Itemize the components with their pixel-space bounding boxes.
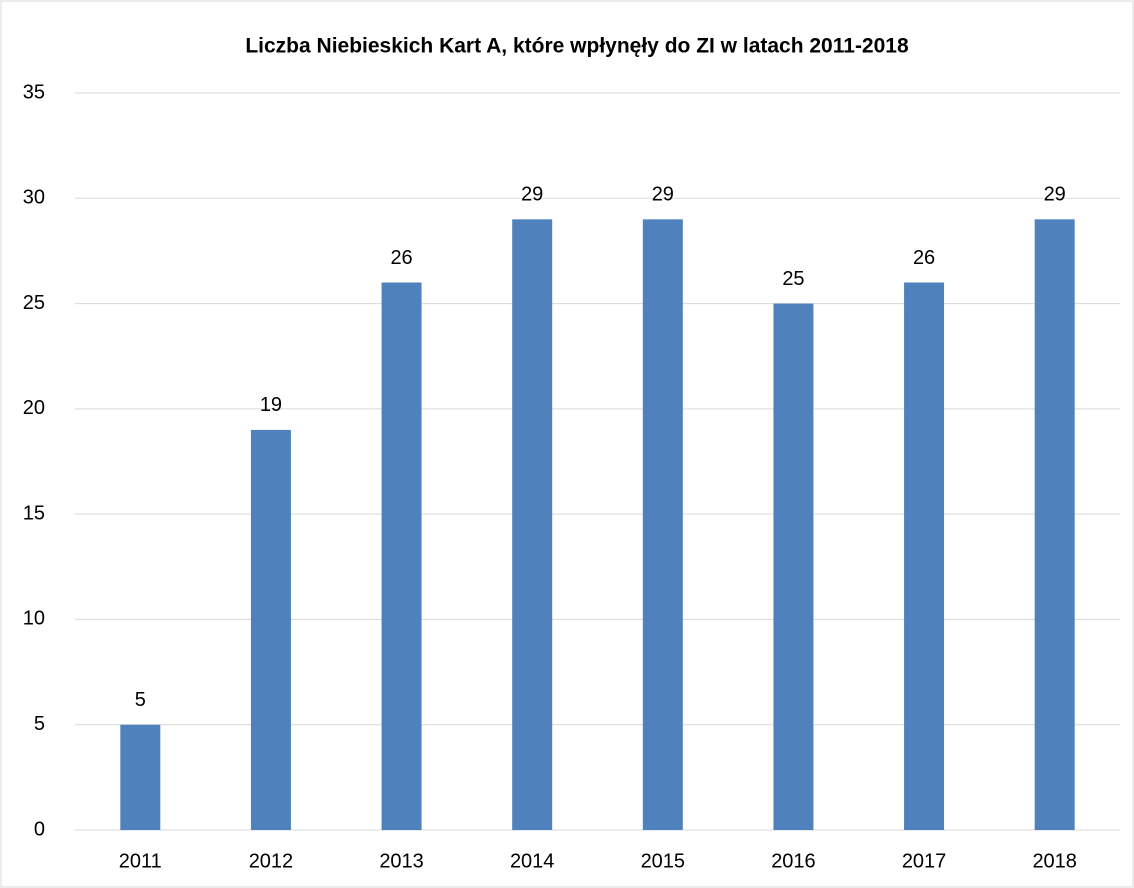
- bar: [773, 303, 814, 831]
- x-tick-label: 2018: [1032, 850, 1077, 872]
- data-label: 26: [913, 247, 935, 269]
- data-label: 5: [135, 689, 146, 711]
- data-label: 19: [260, 394, 282, 416]
- y-tick-label: 5: [34, 713, 45, 735]
- bar: [1034, 219, 1075, 831]
- data-label: 29: [521, 184, 543, 206]
- y-tick-label: 0: [34, 818, 45, 840]
- y-tick-label: 10: [23, 608, 45, 630]
- data-label: 25: [782, 268, 804, 290]
- data-label: 26: [390, 247, 412, 269]
- y-tick-label: 20: [23, 397, 45, 419]
- chart-title: Liczba Niebieskich Kart A, które wpłynęł…: [245, 35, 909, 58]
- data-label: 29: [1044, 184, 1066, 206]
- x-tick-label: 2016: [771, 850, 816, 872]
- y-tick-label: 30: [23, 187, 45, 209]
- x-tick-label: 2012: [249, 850, 294, 872]
- x-tick-label: 2013: [379, 850, 424, 872]
- y-tick-label: 35: [23, 81, 45, 103]
- bar: [381, 282, 422, 830]
- x-tick-label: 2011: [119, 850, 162, 872]
- bar: [512, 219, 553, 831]
- bar: [642, 219, 683, 831]
- y-tick-label: 25: [23, 292, 45, 314]
- y-tick-label: 15: [23, 502, 45, 524]
- x-tick-label: 2014: [510, 850, 555, 872]
- bar: [904, 282, 945, 830]
- x-tick-label: 2017: [902, 850, 947, 872]
- data-label: 29: [652, 184, 674, 206]
- bar: [250, 429, 291, 830]
- x-tick-label: 2015: [641, 850, 686, 872]
- bar: [120, 724, 161, 830]
